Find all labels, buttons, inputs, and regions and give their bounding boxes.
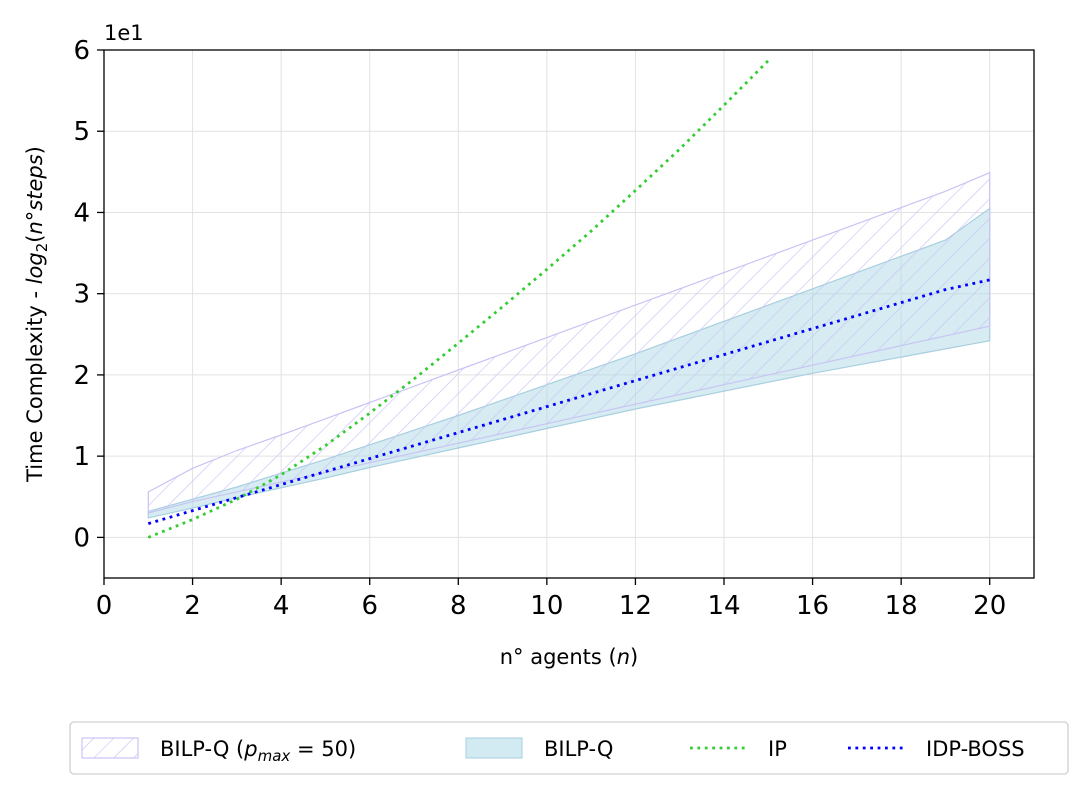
plot-frame	[103, 49, 1035, 579]
y-axis-label-open: (	[23, 235, 47, 243]
x-tick-label: 2	[184, 591, 201, 621]
series-layer	[147, 59, 991, 539]
y-tick-label: 5	[73, 117, 90, 147]
y-axis-label: Time Complexity - log2(n°steps)	[23, 146, 51, 483]
legend-swatch-bilpq	[465, 737, 523, 759]
y-tick-label: 3	[73, 280, 90, 310]
x-tick-label: 8	[450, 591, 467, 621]
legend-bilpq-pmax-base: BILP-Q (	[160, 737, 244, 761]
y-tick-label: 2	[73, 361, 90, 391]
x-tick-label: 10	[530, 591, 563, 621]
y-offset-label: 1e1	[104, 21, 144, 45]
legend-bilpq-pmax-sub: max	[258, 747, 291, 765]
legend-label-ip: IP	[768, 737, 787, 761]
y-axis-label-sub: 2	[33, 243, 51, 253]
legend-bilpq-pmax-sym: p	[243, 737, 257, 761]
y-axis-label-close: )	[23, 146, 47, 154]
y-tick-label: 0	[73, 523, 90, 553]
x-tick-label: 20	[973, 591, 1006, 621]
x-tick-label: 4	[273, 591, 290, 621]
x-tick-label: 0	[96, 591, 113, 621]
x-axis-label-base: n° agents (	[500, 645, 617, 669]
band-bilpq-pmax	[147, 171, 991, 514]
x-tick-label: 18	[885, 591, 918, 621]
y-tick-label: 6	[73, 36, 90, 66]
x-axis-label-tail: )	[630, 645, 638, 669]
x-tick-label: 12	[619, 591, 652, 621]
x-tick-label: 6	[361, 591, 378, 621]
x-axis-label: n° agents (n)	[500, 645, 638, 669]
line-ip	[147, 59, 770, 539]
legend-label-idp-boss: IDP-BOSS	[926, 737, 1025, 761]
y-axis-label-base: Time Complexity -	[23, 284, 47, 483]
y-axis-label-var: n°steps	[23, 154, 47, 234]
x-axis-label-var: n	[617, 645, 630, 669]
legend-label-bilpq-pmax: BILP-Q (pmax = 50)	[160, 737, 356, 765]
legend-swatch-bilpq-pmax	[81, 737, 139, 759]
legend-bilpq-pmax-tail: = 50)	[290, 737, 356, 761]
legend-frame	[69, 721, 1069, 775]
y-axis-label-log: log	[23, 252, 47, 284]
legend-label-bilpq: BILP-Q	[544, 737, 613, 761]
x-tick-label: 14	[707, 591, 740, 621]
line-idp-boss	[147, 278, 990, 525]
x-tick-label: 16	[796, 591, 829, 621]
y-tick-label: 1	[73, 442, 90, 472]
legend: BILP-Q (pmax = 50) BILP-Q IP IDP-BOSS	[69, 721, 1069, 775]
y-tick-label: 4	[73, 198, 90, 228]
